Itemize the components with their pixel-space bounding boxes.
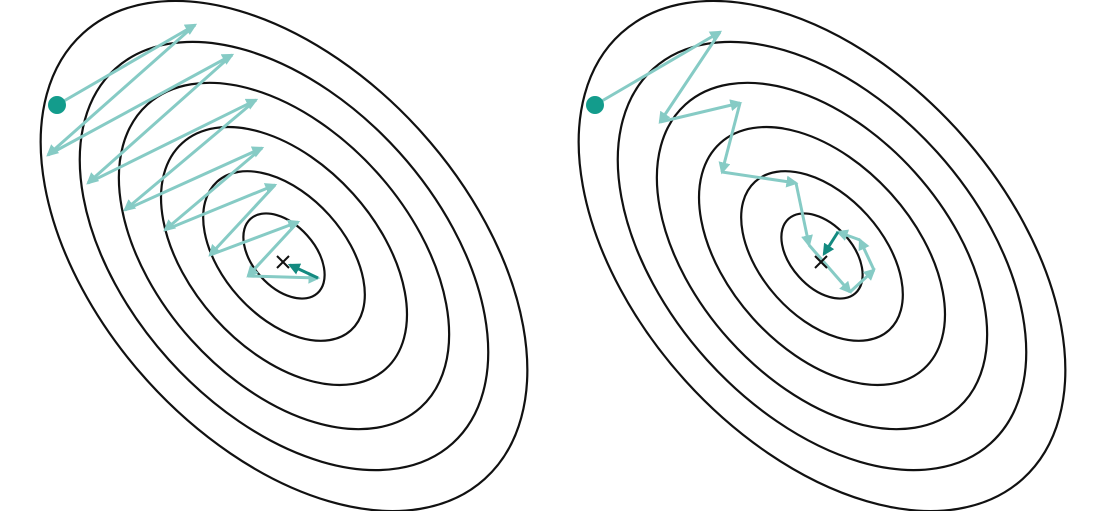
- start-point: [586, 96, 604, 114]
- path: [46, 23, 321, 284]
- minimum: [276, 255, 290, 269]
- minimum: [814, 255, 828, 269]
- path: [594, 30, 876, 294]
- final-step: [287, 263, 319, 280]
- contours: [0, 0, 624, 511]
- contours: [482, 0, 1118, 511]
- start-point: [48, 96, 66, 114]
- left-panel: [0, 0, 624, 511]
- right-panel: [482, 0, 1118, 511]
- final-step: [822, 231, 840, 257]
